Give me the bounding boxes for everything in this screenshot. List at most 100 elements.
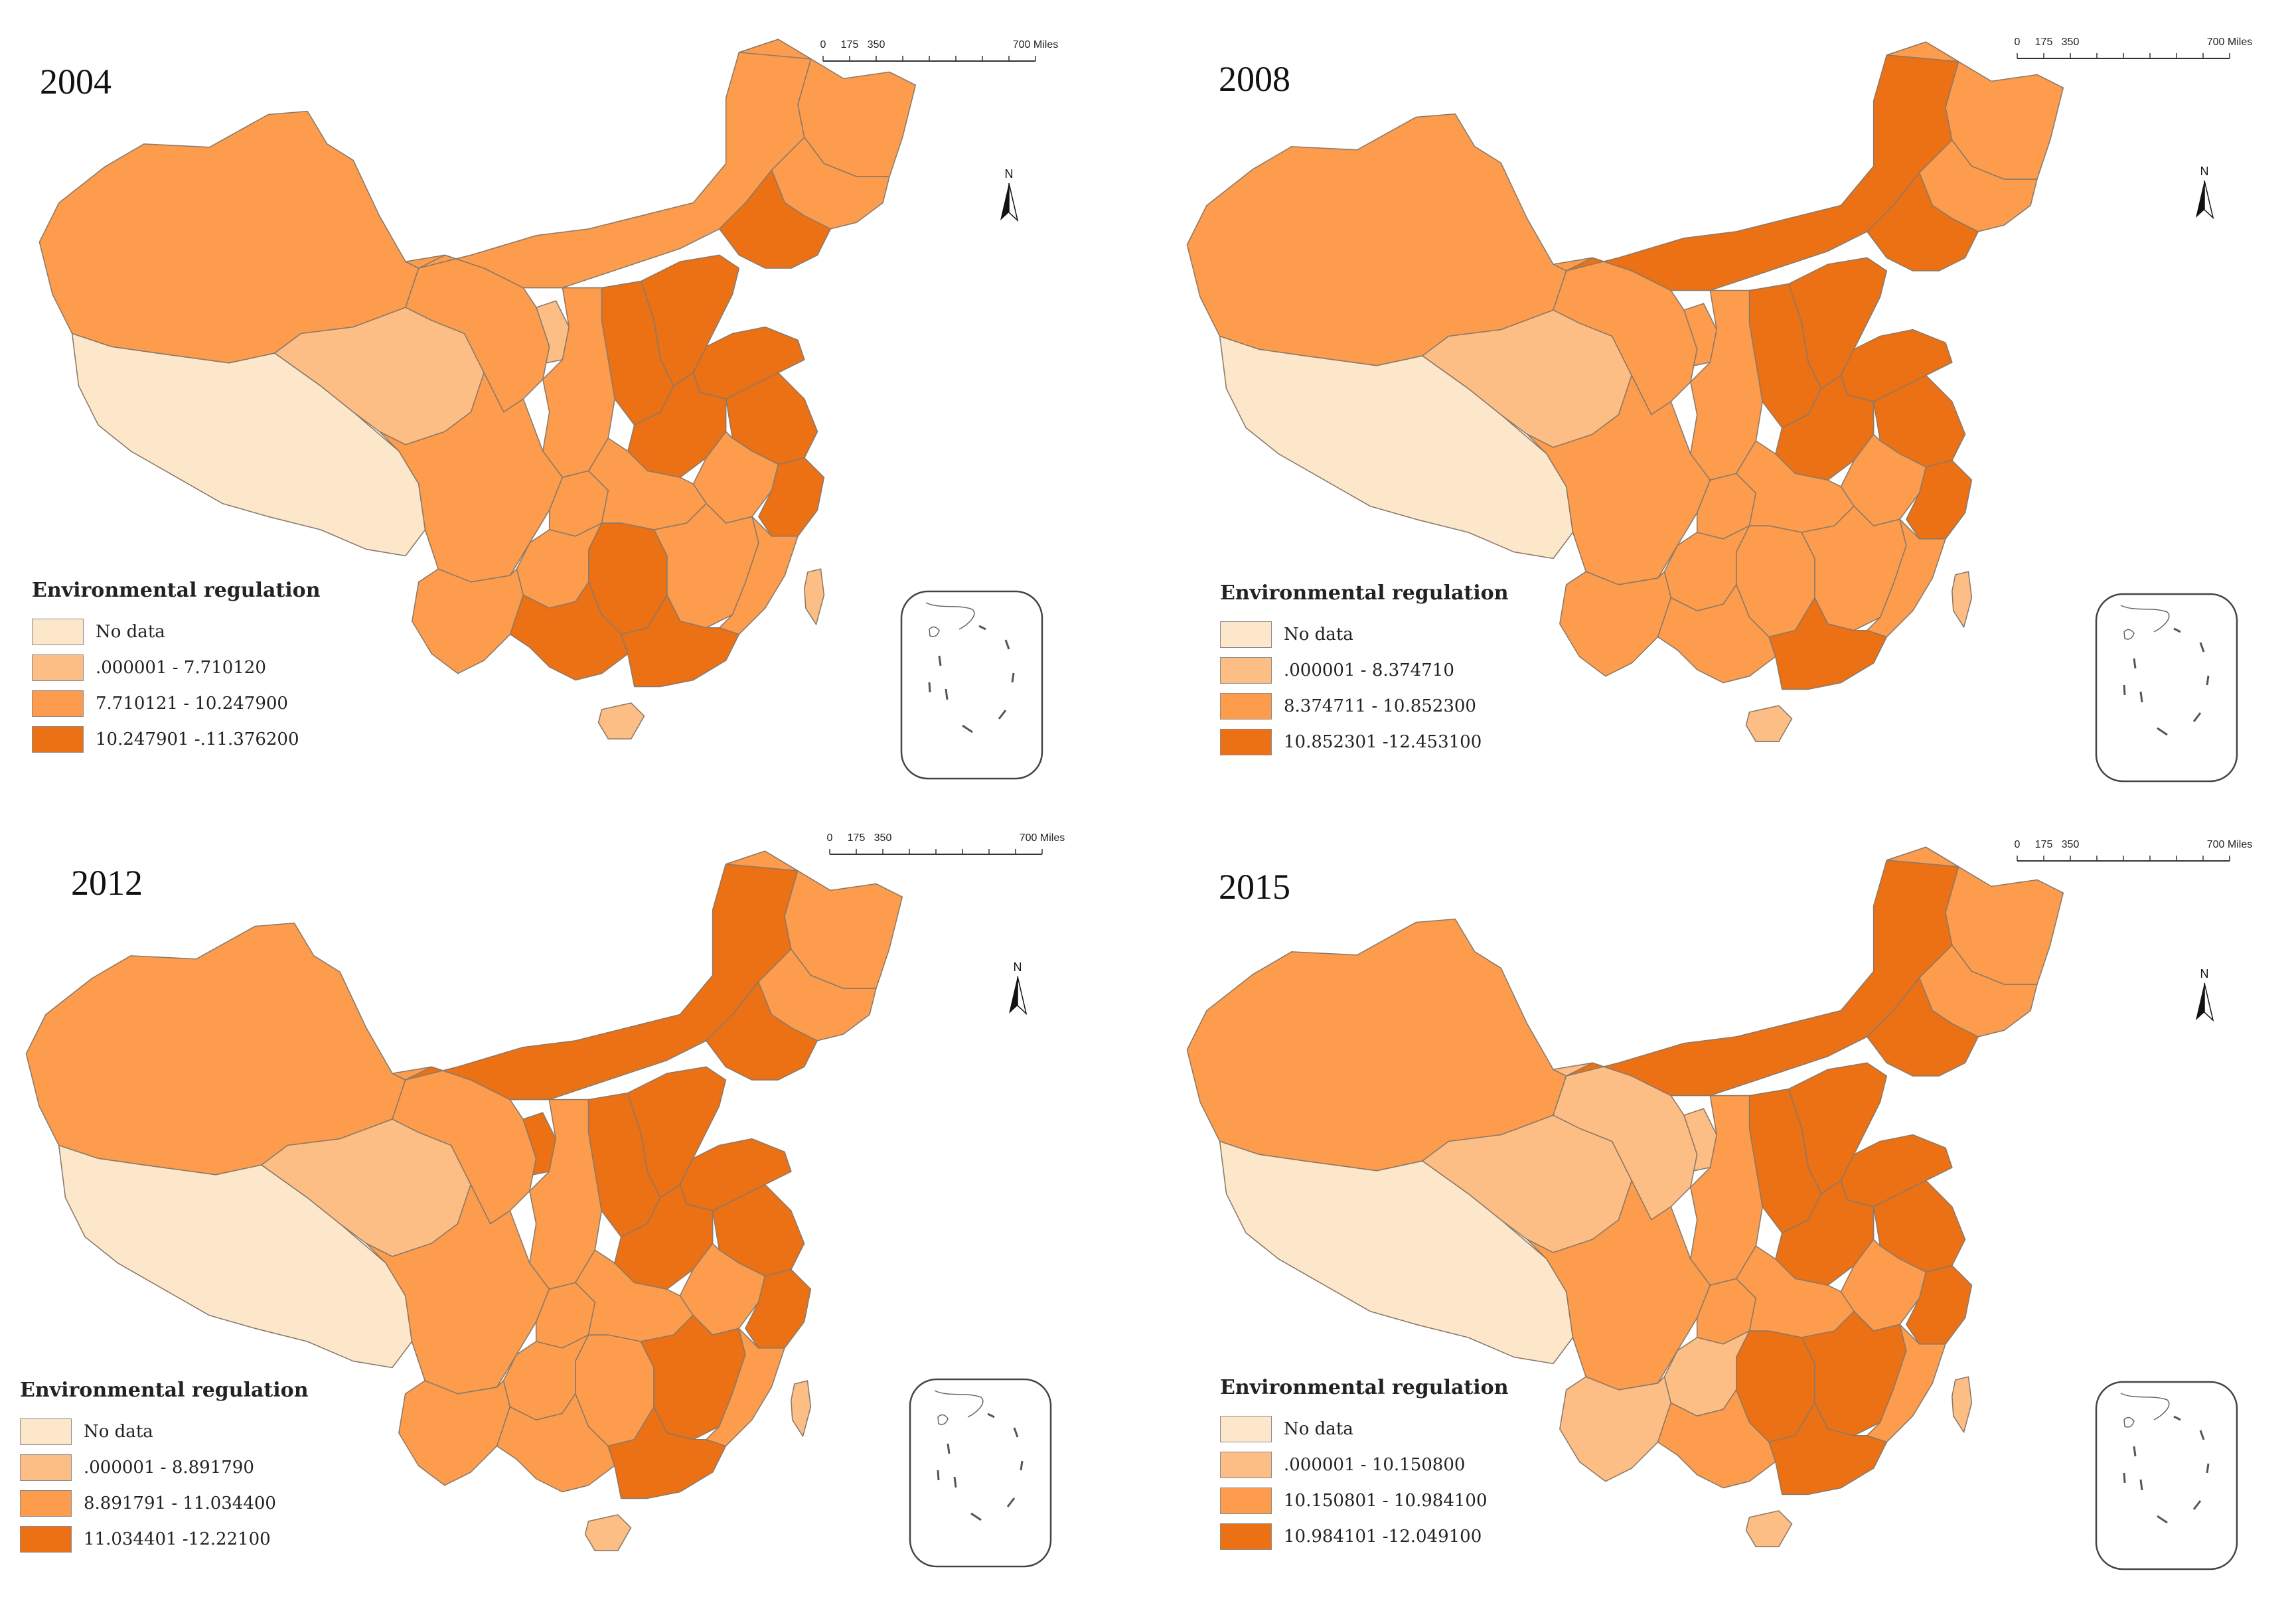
scale-bar-graphic: 0 175 350 700 Miles [2015,37,2252,59]
legend-swatch [32,619,84,645]
scale-label: 175 [2035,37,2053,48]
province-map [25,850,903,1551]
legend-swatch [20,1418,72,1445]
legend-swatch [1220,621,1272,648]
inset-frame [900,590,1043,780]
scale-label: 0 [2015,839,2021,850]
legend-label: No data [1284,1419,1353,1439]
province-yunnan [1559,1376,1672,1482]
legend-swatch [32,654,84,681]
legend-item: 7.710121 - 10.247900 [32,686,321,722]
legend-item: 11.034401 -12.22100 [20,1521,309,1557]
scale-bar: 0 175 350 700 Miles [2011,834,2276,868]
scale-label: 700 Miles [1013,39,1058,50]
scale-label: 0 [827,832,833,844]
province-tibet [58,1144,413,1369]
province-yunnan [412,568,524,674]
legend-item: .000001 - 8.891790 [20,1450,309,1486]
legend-swatch [1220,1488,1272,1514]
north-label: N [1005,167,1014,181]
legend-label: 7.710121 - 10.247900 [96,694,288,714]
province-heilongjiang [1886,846,2064,985]
north-arrow-icon: N [1001,959,1034,1022]
scale-label: 0 [820,39,826,50]
province-guangdong [1768,1402,1888,1495]
inset-frame [909,1378,1052,1568]
legend-swatch [1220,1452,1272,1478]
province-tibet [71,333,426,557]
province-tibet [1219,1140,1574,1365]
legend-label: 10.852301 -12.453100 [1284,732,1482,752]
legend-item: 10.984101 -12.049100 [1220,1519,1509,1555]
scale-bar: 0 175 350 700 Miles [2011,32,2276,65]
legend-label: 10.150801 - 10.984100 [1284,1491,1488,1511]
legend-item: .000001 - 10.150800 [1220,1447,1509,1483]
north-arrow-graphic: N [1000,167,1019,222]
legend-title: Environmental regulation [1220,1376,1509,1399]
scale-label: 350 [868,39,885,50]
legend: Environmental regulation No data .000001… [32,579,321,757]
province-liaoning [1867,172,1979,271]
province-hainan [584,1514,632,1551]
year-title: 2008 [1219,59,1290,99]
legend-label: .000001 - 8.891790 [84,1458,254,1478]
legend-swatch [32,690,84,717]
legend-swatch [1220,729,1272,755]
legend-label: 8.891791 - 11.034400 [84,1493,276,1513]
scale-label: 175 [848,832,866,844]
scale-label: 700 Miles [2207,37,2252,48]
scale-label: 175 [2035,839,2053,850]
legend-swatch [20,1454,72,1481]
map-panel-2004: 2004 Environmental regulation No data .0… [0,0,1148,801]
province-tibet [1219,335,1574,560]
legend-label: 11.034401 -12.22100 [84,1529,271,1549]
map-panel-2008: 2008 Environmental regulation No data .0… [1148,0,2295,801]
inset-frame [2095,593,2238,783]
scale-bar-graphic: 0 175 350 700 Miles [820,39,1058,62]
year-title: 2012 [71,863,143,903]
legend-swatch [1220,693,1272,720]
province-heilongjiang [725,850,903,989]
legend-swatch [1220,1523,1272,1550]
province-yunnan [398,1380,511,1486]
inset-frame [2095,1381,2238,1570]
province-guangdong [1768,597,1888,690]
legend-label: 10.984101 -12.049100 [1284,1527,1482,1547]
province-liaoning [719,169,832,269]
legend-label: 10.247901 -.11.376200 [96,729,299,749]
legend-item: .000001 - 7.710120 [32,650,321,686]
province-liaoning [706,981,818,1081]
north-label: N [2200,967,2209,980]
province-map [1186,846,2064,1547]
legend-label: .000001 - 7.710120 [96,658,266,678]
province-hainan [597,702,645,739]
legend-item: No data [1220,1411,1509,1447]
legend-item: 8.374711 - 10.852300 [1220,688,1509,724]
legend-item: No data [32,614,321,650]
legend-label: .000001 - 8.374710 [1284,660,1454,680]
scale-label: 0 [2015,37,2021,48]
north-arrow-graphic: N [2196,967,2214,1022]
province-heilongjiang [1886,41,2064,180]
scale-bar: 0 175 350 700 Miles [816,35,1082,68]
legend-label: No data [84,1422,153,1442]
legend: Environmental regulation No data .000001… [20,1379,309,1557]
scale-label: 350 [2062,839,2080,850]
legend: Environmental regulation No data .000001… [1220,1376,1509,1555]
scale-label: 350 [874,832,892,844]
north-arrow-graphic: N [2196,165,2214,220]
north-arrow-graphic: N [1009,960,1028,1016]
province-guangxi [509,581,629,681]
legend-title: Environmental regulation [1220,581,1509,605]
south-china-sea-inset [2094,592,2240,788]
legend-item: 10.150801 - 10.984100 [1220,1483,1509,1519]
legend-item: .000001 - 8.374710 [1220,652,1509,688]
legend-label: 8.374711 - 10.852300 [1284,696,1476,716]
north-arrow-icon: N [992,166,1026,229]
north-label: N [1014,960,1022,974]
legend-title: Environmental regulation [32,579,321,602]
scale-bar: 0 175 350 700 Miles [823,828,1089,861]
scale-label: 350 [2062,37,2080,48]
legend-title: Environmental regulation [20,1379,309,1402]
province-heilongjiang [738,38,917,177]
